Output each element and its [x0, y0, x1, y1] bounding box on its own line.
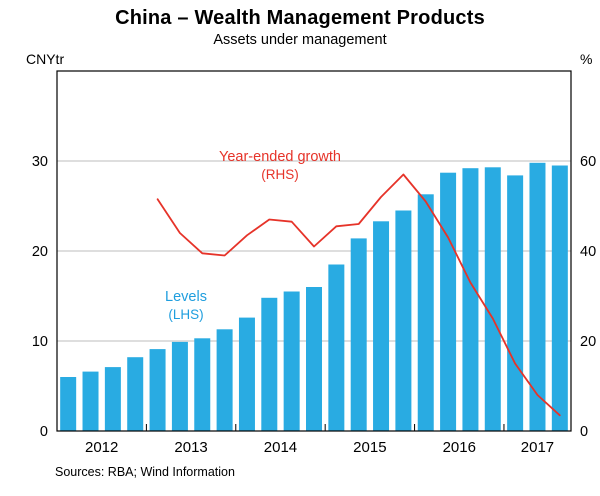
chart-canvas: 0 10 20 30 0 20 40 60 CNYtr % 2012 2013 2014 2015 2016… — [26, 51, 596, 456]
bar — [529, 162, 546, 432]
bar — [60, 377, 77, 431]
right-axis-unit-label: % — [580, 51, 592, 67]
x-axis-year-label: 2017 — [521, 439, 554, 456]
bar — [82, 371, 99, 431]
bar — [127, 357, 144, 431]
y-axis-tick-label-right: 60 — [580, 154, 596, 170]
y-axis-tick-label-left: 30 — [32, 154, 48, 170]
y-axis-tick-label-right: 0 — [580, 424, 588, 440]
x-axis-year-label: 2013 — [174, 439, 207, 456]
bar — [507, 175, 524, 431]
series-annotation-axis-note: (LHS) — [168, 307, 203, 322]
bar — [238, 317, 255, 431]
bar — [104, 367, 121, 431]
bar — [261, 297, 278, 431]
y-axis-tick-label-left: 0 — [40, 424, 48, 440]
growth-line — [156, 173, 561, 417]
bar — [373, 221, 390, 431]
series-annotation-label: Year-ended growth — [219, 149, 341, 165]
bar — [328, 264, 345, 431]
y-axis-tick-label-left: 20 — [32, 244, 48, 260]
x-axis-year-label: 2015 — [353, 439, 386, 456]
bar — [171, 341, 188, 431]
bar — [283, 291, 300, 431]
left-axis-unit-label: CNYtr — [26, 51, 64, 67]
bar — [149, 349, 166, 431]
chart-title: China – Wealth Management Products — [115, 7, 485, 29]
source-note: Sources: RBA; Wind Information — [55, 465, 235, 479]
bar — [306, 287, 322, 431]
series-annotation-axis-note: (RHS) — [261, 167, 299, 182]
x-axis-year-label: 2012 — [85, 439, 118, 456]
x-axis-year-label: 2016 — [443, 439, 476, 456]
y-axis-tick-label-left: 10 — [32, 334, 48, 350]
bar — [216, 329, 233, 431]
bar — [350, 238, 367, 431]
bar — [395, 210, 412, 431]
bar — [551, 165, 568, 431]
y-axis-tick-label-right: 20 — [580, 334, 596, 350]
chart-figure: China – Wealth Management Products Asset… — [0, 7, 600, 496]
bar — [417, 194, 434, 431]
series-annotation-label: Levels — [165, 289, 207, 305]
chart-subtitle: Assets under management — [213, 32, 387, 48]
bar — [462, 168, 479, 431]
plot-border — [56, 70, 572, 432]
bar — [440, 172, 457, 431]
bar — [194, 338, 211, 431]
y-axis-tick-label-right: 40 — [580, 244, 596, 260]
bar — [484, 167, 501, 432]
x-axis-year-label: 2014 — [264, 439, 297, 456]
